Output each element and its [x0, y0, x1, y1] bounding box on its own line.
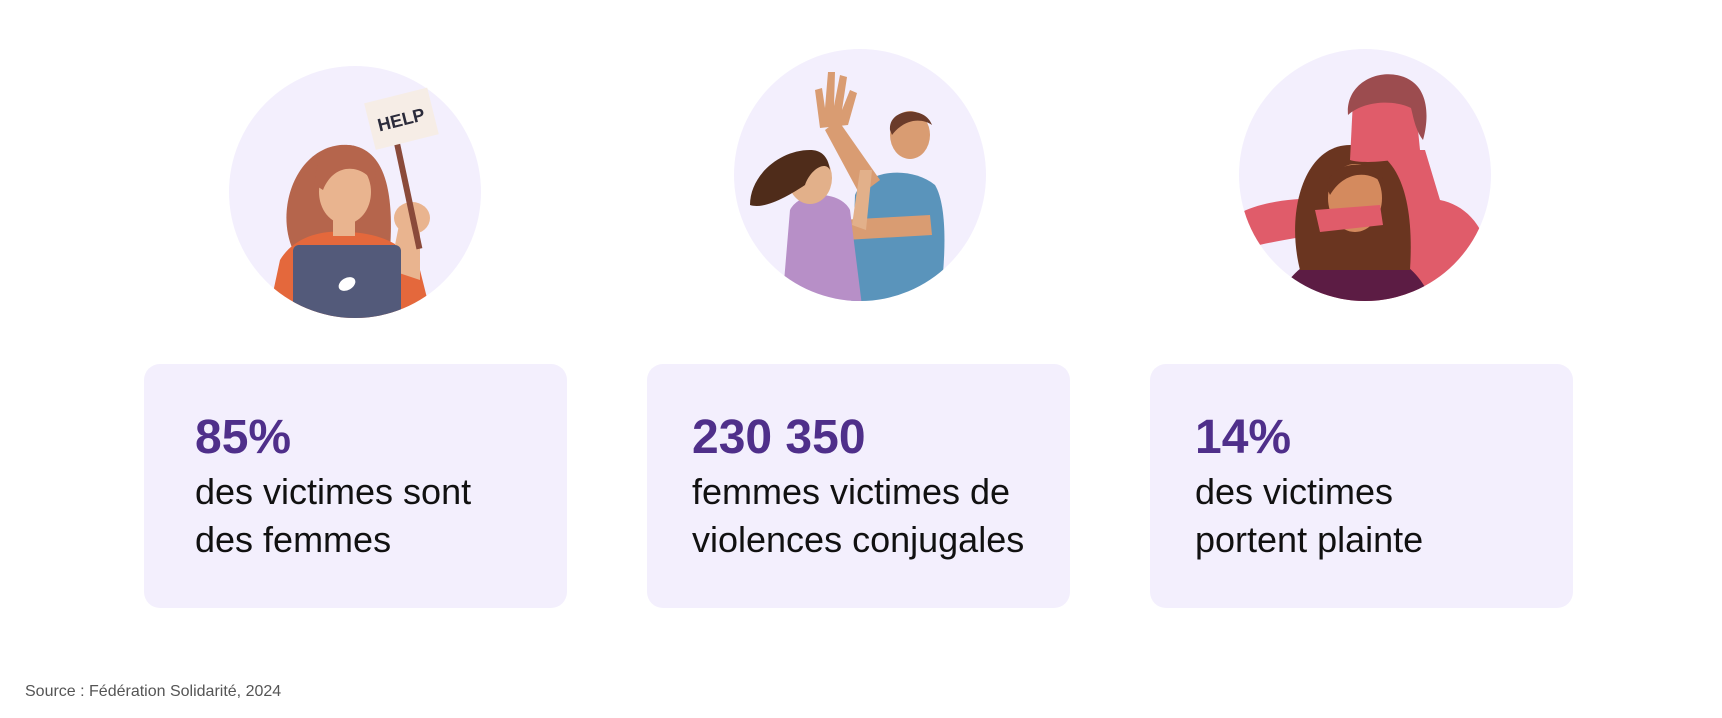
illustration-silenced-woman — [1215, 20, 1515, 320]
stat-label-line: femmes victimes de — [692, 471, 1011, 512]
stat-label-line: violences conjugales — [692, 519, 1025, 560]
woman-help-sign-icon: HELP — [229, 66, 481, 318]
stat-label-line: des femmes — [195, 519, 392, 560]
stat-label: femmes victimes de violences conjugales — [692, 468, 1024, 564]
stat-label-line: des victimes sont — [195, 471, 472, 512]
stat-number: 85% — [195, 411, 292, 464]
silenced-woman-icon — [1239, 49, 1491, 301]
stat-card-complaints: 14% des victimes portent plainte — [1150, 364, 1573, 608]
stat-label: des victimes sont des femmes — [195, 468, 471, 564]
stat-card-women-victims: 85% des victimes sont des femmes — [144, 364, 567, 608]
illustration-woman-help-sign: HELP — [205, 20, 505, 320]
stat-card-domestic-violence: 230 350 femmes victimes de violences con… — [647, 364, 1070, 608]
stat-label-line: portent plainte — [1195, 519, 1424, 560]
source-caption: Source : Fédération Solidarité, 2024 — [25, 683, 282, 700]
illustration-couple-violence — [710, 20, 1010, 320]
stat-number: 14% — [1195, 411, 1292, 464]
couple-violence-icon — [734, 49, 986, 301]
stat-label: des victimes portent plainte — [1195, 468, 1423, 564]
stat-number: 230 350 — [692, 411, 866, 464]
stat-label-line: des victimes — [1195, 471, 1394, 512]
